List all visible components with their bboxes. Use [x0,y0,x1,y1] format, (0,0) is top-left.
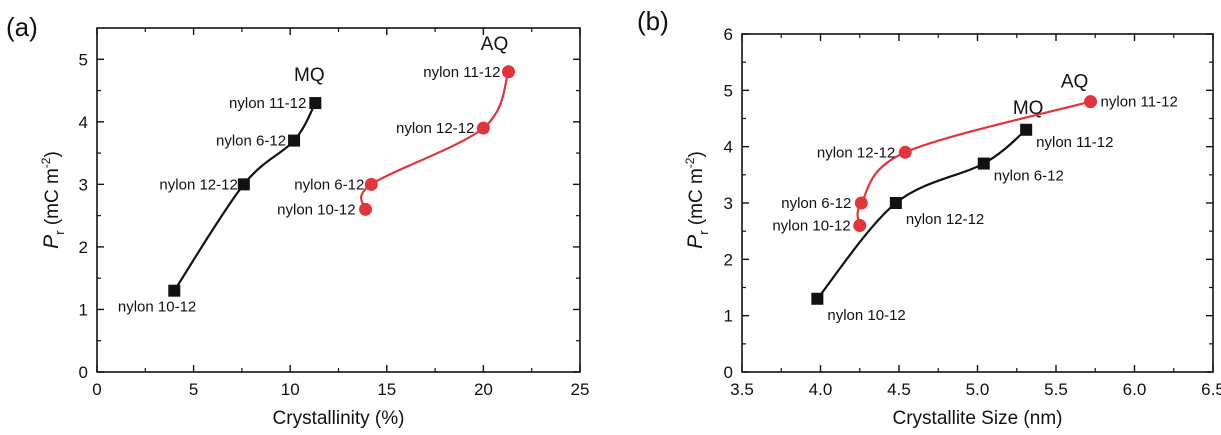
panel-a-aq-point-label: nylon 10-12 [277,201,355,218]
panel-a-x-tick-label: 25 [571,380,590,399]
panel-b-mq-point [811,292,824,305]
panel-a-aq-series-label: AQ [481,34,508,55]
panel-b-x-tick-label: 6.0 [1123,380,1147,399]
panel-a-mq-point [288,134,301,147]
panel-a-x-tick-label: 0 [92,380,101,399]
panel-a-x-tick-label: 20 [474,380,493,399]
panel-a-aq-point [359,202,373,216]
panel-b-mq-point-label: nylon 11-12 [1036,134,1113,151]
panel-a-x-tick-label: 5 [189,380,198,399]
panel-b-mq-point [1020,123,1033,136]
panel-b-letter: (b) [637,6,669,36]
panel-a-x-tick-label: 10 [281,380,300,399]
panel-a-aq-point-label: nylon 11-12 [423,64,500,81]
panel-a-y-axis-title-part: ) [42,151,63,157]
panel-b-y-tick-label: 1 [724,307,733,326]
panel-b-y-axis-title-part: r [696,230,711,235]
panel-b-y-axis-title-part: ) [686,151,707,157]
panel-b-aq-point-label: nylon 12-12 [817,144,895,161]
panel-a-y-axis-title-part: P [40,235,63,249]
panel-a-mq-point [309,97,322,110]
panel-a-y-axis-title-part: -2 [39,157,53,168]
panel-b-y-tick-label: 2 [724,250,733,269]
panel-a-aq-point-label: nylon 12-12 [396,120,474,137]
panel-b-aq-point-label: nylon 10-12 [772,218,850,235]
panel-a-mq-point-label: nylon 10-12 [118,299,196,316]
panel-a-aq-point-label: nylon 6-12 [294,176,364,193]
panel-b-x-tick-label: 5.0 [966,380,990,399]
panel-b-y-tick-label: 5 [724,81,733,100]
panel-b-y-tick-label: 3 [724,194,733,213]
panel-a-y-tick-label: 5 [79,50,88,69]
panel-b-x-tick-label: 5.5 [1044,380,1068,399]
panel-a-y-tick-label: 0 [79,363,88,382]
panel-a-x-axis-title: Crystallinity (%) [273,408,405,429]
panel-b-y-axis-title: Pr (mC m-2) [683,151,711,249]
panel-b-mq-point-label: nylon 10-12 [827,307,905,324]
panel-a-y-tick-label: 4 [79,113,88,132]
panel-b-y-axis-title-part: P [684,235,707,249]
panel-b-x-tick-label: 4.0 [809,380,833,399]
panel-b-aq-point-label: nylon 6-12 [781,195,851,212]
panel-b-plot: 3.5 4.0 4.5 5.0 5.5 6.0 6.5 0 1 2 3 4 5 6 Crystallite … [683,25,1221,429]
panel-b-mq-point-label: nylon 6-12 [994,168,1064,185]
panel-a-mq-point-label: nylon 11-12 [229,95,306,112]
panel-b-mq-point [889,197,902,209]
panel-a-mq-point [168,284,181,297]
panel-a-y-tick-label: 2 [79,238,88,257]
panel-b-mq-series-label: MQ [1013,98,1044,119]
panel-b-aq-fit-line [856,100,1091,226]
panel-a-x-tick-label: 15 [377,380,396,399]
panel-b-y-tick-label: 0 [724,363,733,382]
panel-b-y-tick-label: 6 [724,25,733,44]
panel-b-aq-point [854,196,868,210]
panel-b-aq-point [898,145,912,159]
panel-b-mq-point [977,157,990,170]
panel-b-x-tick-label: 3.5 [730,380,754,399]
panel-b-y-axis-title-part: (mC m [686,168,707,230]
panel-a-y-axis-title: Pr (mC m-2) [39,151,67,249]
panel-b-mq-point-label: nylon 12-12 [906,211,984,228]
panel-b-aq-series-label: AQ [1061,72,1088,93]
panel-a-letter: (a) [6,12,38,42]
panel-a-y-tick-label: 3 [79,175,88,194]
panel-a-mq-point-label: nylon 12-12 [159,176,237,193]
panel-b-y-axis-title-part: -2 [683,157,697,168]
panel-a-y-axis-title-part: (mC m [42,168,63,230]
panel-b-aq-point [853,219,867,233]
panel-a-aq-point [502,65,516,79]
panel-a-mq-series-label: MQ [294,65,325,86]
panel-a-plot: 0 5 10 15 20 25 0 1 2 3 4 5 Crystallinity (%) Pr (mC … [39,27,590,429]
panel-a-y-tick-label: 1 [79,300,88,319]
panel-b-x-tick-label: 6.5 [1201,380,1221,399]
panel-b-mq-fit-line [816,128,1027,300]
panel-a-aq-fit-line [360,71,510,210]
panel-a-aq-point [476,121,490,135]
panel-b-aq-point-label: nylon 11-12 [1101,94,1178,111]
panel-b-aq-point [1084,95,1098,109]
panel-a-y-axis-title-part: r [52,230,67,235]
panel-a-mq-fit-line [173,102,317,292]
panel-b-y-tick-label: 4 [724,138,733,157]
panel-a-mq-point-label: nylon 6-12 [216,133,286,150]
panel-a-mq-point [237,178,250,191]
panel-a-aq-point [364,177,378,191]
panel-b-x-tick-label: 4.5 [887,380,911,399]
panel-b-x-axis-title: Crystallite Size (nm) [893,408,1063,429]
